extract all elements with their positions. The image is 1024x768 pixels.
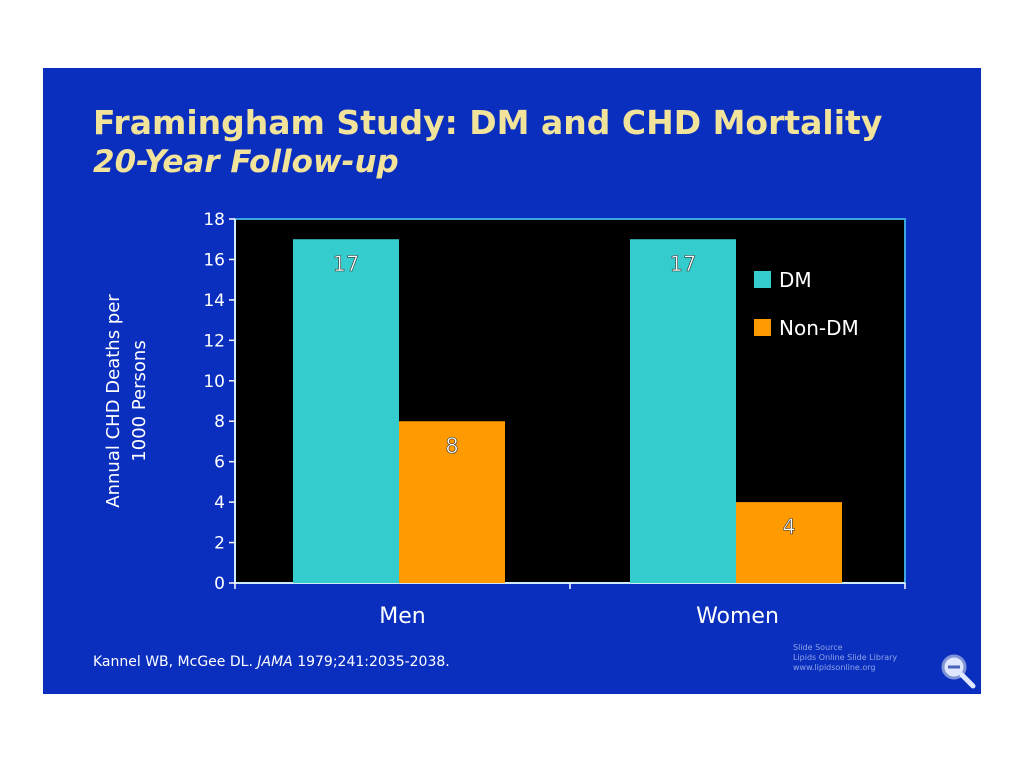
slide: Framingham Study: DM and CHD Mortality 2…	[43, 68, 981, 694]
y-tick-label: 4	[214, 493, 225, 513]
citation-details: 1979;241:2035-2038.	[297, 654, 450, 670]
x-tick-label: Women	[696, 604, 779, 629]
y-tick-label: 8	[214, 412, 225, 432]
legend-label: Non-DM	[779, 316, 859, 340]
x-tick-label: Men	[379, 604, 425, 629]
source-line-2: Lipids Online Slide Library	[793, 653, 898, 662]
data-label: 17	[333, 252, 360, 276]
y-tick-label: 18	[203, 210, 225, 230]
bar-chart: 0 2 4 6 8 10 12 14 16 18 Annual CHD Deaths per 1000…	[103, 210, 906, 629]
bar-dm-men	[293, 239, 399, 583]
y-tick-label: 14	[203, 291, 225, 311]
bar-non-dm-women	[736, 502, 842, 583]
bar-dm-women	[630, 239, 736, 583]
y-tick-label: 0	[214, 574, 225, 594]
slide-subtitle: 20-Year Follow-up	[93, 144, 399, 180]
bar-non-dm-men	[399, 421, 505, 583]
y-axis-label: Annual CHD Deaths per	[103, 294, 124, 508]
y-axis-label: 1000 Persons	[129, 340, 150, 461]
source-line-1: Slide Source	[793, 643, 843, 652]
slide-source: Slide Source Lipids Online Slide Library…	[793, 643, 897, 673]
citation-authors: Kannel WB, McGee DL.	[93, 654, 253, 670]
data-label: 8	[445, 434, 458, 458]
citation: Kannel WB, McGee DL. JAMA 1979;241:2035-…	[93, 654, 450, 670]
slide-title: Framingham Study: DM and CHD Mortality	[93, 103, 883, 142]
y-tick-label: 6	[214, 453, 225, 473]
y-tick-label: 2	[214, 534, 225, 554]
y-tick-label: 12	[203, 331, 225, 351]
y-tick-label: 16	[203, 250, 225, 270]
source-line-3: www.lipidsonline.org	[793, 663, 876, 672]
y-tick-label: 10	[203, 372, 225, 392]
legend-label: DM	[779, 268, 812, 292]
data-label: 4	[782, 515, 795, 539]
legend-swatch	[754, 319, 771, 336]
citation-journal: JAMA	[257, 654, 293, 670]
legend-swatch	[754, 271, 771, 288]
data-label: 17	[670, 252, 697, 276]
magnifier-icon[interactable]	[938, 651, 978, 691]
